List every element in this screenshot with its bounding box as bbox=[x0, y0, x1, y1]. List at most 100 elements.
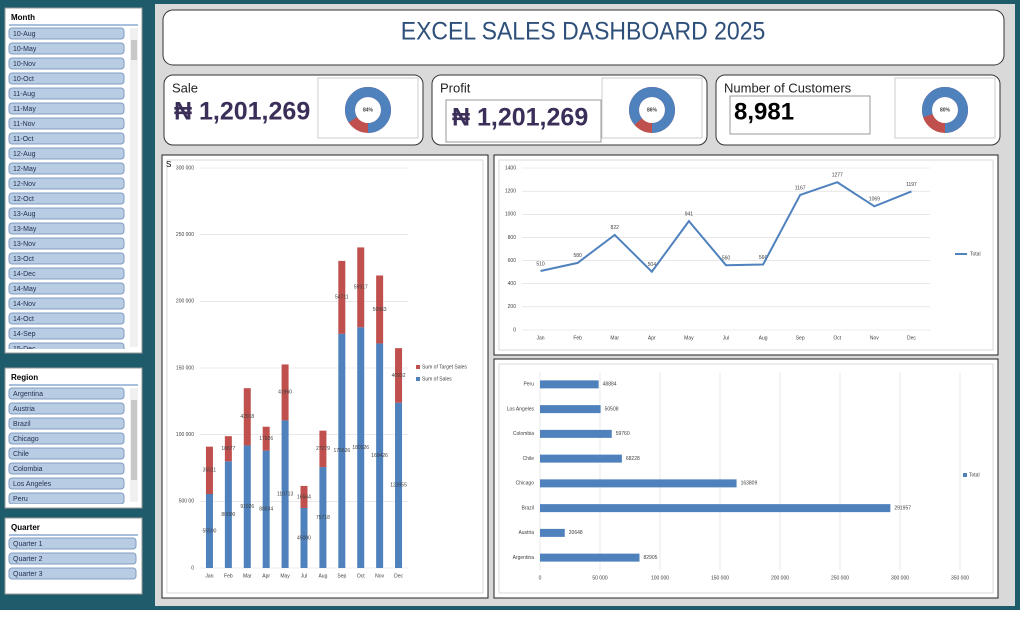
x-tick-label: Jul bbox=[723, 335, 729, 341]
scroll-thumb[interactable] bbox=[131, 40, 137, 60]
slicer-item-label[interactable]: Brazil bbox=[13, 421, 31, 428]
slicer-item[interactable] bbox=[8, 42, 125, 55]
slicer-item[interactable] bbox=[8, 477, 125, 490]
bar-segment bbox=[395, 348, 403, 403]
slicer-item[interactable] bbox=[8, 402, 125, 415]
slicer-item-label[interactable]: 11-May bbox=[13, 106, 36, 113]
slicer-item[interactable] bbox=[8, 282, 125, 295]
slicer-item-label[interactable]: Argentina bbox=[13, 391, 43, 398]
bar-segment bbox=[205, 494, 213, 568]
slicer-item-label[interactable]: 14-Sep bbox=[13, 331, 36, 338]
slicer-item-label[interactable]: 12-Nov bbox=[13, 181, 36, 188]
slicer-item-label[interactable]: 14-Dec bbox=[13, 271, 36, 278]
slicer-item[interactable] bbox=[8, 72, 125, 85]
slicer-item[interactable] bbox=[8, 117, 125, 130]
slicer-item-label[interactable]: 13-Nov bbox=[13, 241, 36, 248]
y-tick-label: Chile bbox=[523, 456, 535, 462]
slicer-title: Quarter bbox=[11, 523, 40, 532]
slicer-item[interactable] bbox=[8, 552, 137, 565]
slicer-item-label[interactable]: Austria bbox=[13, 406, 35, 413]
slicer-item-label[interactable]: Peru bbox=[13, 496, 28, 503]
slicer-item-label[interactable]: 13-Oct bbox=[13, 256, 34, 263]
bar bbox=[540, 528, 565, 537]
slicer-item-label[interactable]: Quarter 1 bbox=[13, 541, 43, 548]
slicer-item-label[interactable]: 11-Nov bbox=[13, 121, 36, 128]
slicer-item[interactable] bbox=[8, 342, 125, 354]
y-tick-label: 0 bbox=[191, 565, 194, 571]
y-tick-label: Chicago bbox=[516, 481, 535, 487]
slicer-item[interactable] bbox=[8, 417, 125, 430]
y-tick-label: 0 bbox=[513, 327, 516, 333]
y-tick-label: Peru bbox=[523, 382, 534, 388]
slicer-item-label[interactable]: 15-Dec bbox=[13, 346, 36, 353]
slicer-item-label[interactable]: 14-Nov bbox=[13, 301, 36, 308]
slicer-item[interactable] bbox=[8, 432, 125, 445]
slicer-item[interactable] bbox=[8, 492, 125, 504]
slicer-item-label[interactable]: 14-May bbox=[13, 286, 37, 293]
slicer-item[interactable] bbox=[8, 567, 137, 580]
x-tick-label: Mar bbox=[610, 335, 619, 341]
slicer-item-label[interactable]: 10-Nov bbox=[13, 61, 36, 68]
slicer-item[interactable] bbox=[8, 267, 125, 280]
donut-share bbox=[345, 87, 391, 133]
slicer-item[interactable] bbox=[8, 312, 125, 325]
slicer-item-label[interactable]: 10-Oct bbox=[13, 76, 34, 83]
data-label: 91926 bbox=[240, 504, 254, 510]
slicer-item-label[interactable]: Quarter 3 bbox=[13, 571, 43, 578]
data-label: 59760 bbox=[616, 431, 630, 437]
slicer-item[interactable] bbox=[8, 102, 125, 115]
slicer-item-label[interactable]: 13-Aug bbox=[13, 211, 36, 218]
data-label: 48884 bbox=[603, 382, 617, 388]
slicer-item[interactable] bbox=[8, 192, 125, 205]
slicer-item[interactable] bbox=[8, 237, 125, 250]
slicer-item[interactable] bbox=[8, 132, 125, 145]
slicer-item[interactable] bbox=[8, 207, 125, 220]
x-tick-label: 100 000 bbox=[651, 575, 669, 581]
slicer-item-label[interactable]: 12-May bbox=[13, 166, 37, 173]
scroll-thumb[interactable] bbox=[131, 400, 137, 480]
slicer-item[interactable] bbox=[8, 252, 125, 265]
slicer-item-label[interactable]: 14-Oct bbox=[13, 316, 34, 323]
slicer-item[interactable] bbox=[8, 87, 125, 100]
slicer-item-label[interactable]: 11-Aug bbox=[13, 91, 35, 98]
slicer-item-label[interactable]: Chile bbox=[13, 451, 29, 458]
bar-segment bbox=[205, 446, 213, 494]
x-tick-label: May bbox=[280, 573, 290, 579]
slicer-item-label[interactable]: Quarter 2 bbox=[13, 556, 43, 563]
slicer-item[interactable] bbox=[8, 387, 125, 400]
data-label: 27279 bbox=[316, 446, 330, 452]
y-tick-label: 500 00 bbox=[179, 499, 195, 505]
slicer-item[interactable] bbox=[8, 462, 125, 475]
bar bbox=[540, 454, 622, 463]
slicer-items: Quarter 1 Quarter 2 Quarter 3 bbox=[8, 537, 137, 580]
slicer-item[interactable] bbox=[8, 177, 125, 190]
y-tick-label: 250 000 bbox=[176, 232, 194, 238]
slicer-item[interactable] bbox=[8, 222, 125, 235]
bar-segment bbox=[243, 388, 251, 446]
bar-segment bbox=[262, 426, 270, 451]
slicer-item-label[interactable]: 10-Aug bbox=[13, 31, 36, 38]
slicer-item-label[interactable]: Chicago bbox=[13, 436, 39, 443]
slicer-item[interactable] bbox=[8, 27, 125, 40]
slicer-item[interactable] bbox=[8, 537, 137, 550]
data-label: 291957 bbox=[894, 505, 911, 511]
slicer-item[interactable] bbox=[8, 447, 125, 460]
slicer-item-label[interactable]: 12-Oct bbox=[13, 196, 34, 203]
slicer-item[interactable] bbox=[8, 57, 125, 70]
slicer-item-label[interactable]: 13-May bbox=[13, 226, 37, 233]
x-tick-label: Nov bbox=[375, 573, 384, 579]
slicer-item[interactable] bbox=[8, 162, 125, 175]
kpi-title: Sale bbox=[172, 80, 198, 95]
data-label: 17926 bbox=[259, 436, 273, 442]
slicer-item[interactable] bbox=[8, 297, 125, 310]
slicer-item[interactable] bbox=[8, 327, 125, 340]
slicer-item-label[interactable]: Colombia bbox=[13, 466, 43, 473]
slicer-item-label[interactable]: 10-May bbox=[13, 46, 37, 53]
slicer-item-label[interactable]: Los Angeles bbox=[13, 481, 52, 488]
slicer-item[interactable] bbox=[8, 147, 125, 160]
bar-segment bbox=[357, 327, 365, 568]
scrollbar[interactable] bbox=[130, 28, 138, 347]
slicer-item-label[interactable]: 12-Aug bbox=[13, 151, 36, 158]
x-tick-label: Oct bbox=[357, 573, 365, 579]
slicer-item-label[interactable]: 11-Oct bbox=[13, 136, 34, 143]
